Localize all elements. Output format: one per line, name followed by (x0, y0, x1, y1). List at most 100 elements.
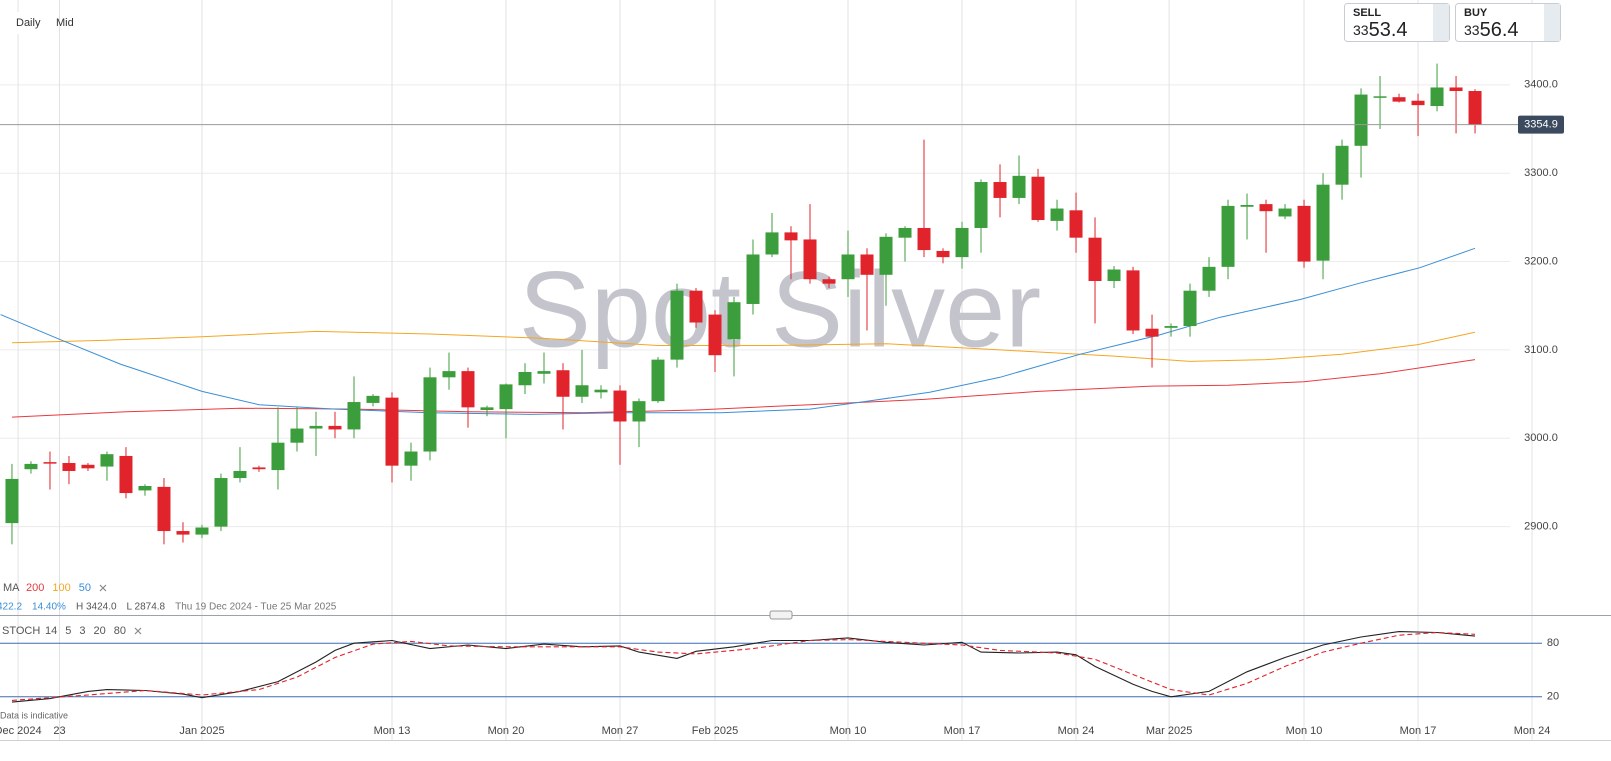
x-tick-label: Mon 24 (1058, 725, 1095, 737)
candle-body (233, 470, 247, 479)
candle-body (917, 227, 931, 251)
candle-body (119, 455, 133, 494)
candle-body (404, 451, 418, 466)
candle-body (1145, 328, 1159, 337)
candle-body (1392, 97, 1406, 102)
candle-body (1221, 205, 1235, 267)
candle-body (461, 371, 475, 408)
candle-body (1202, 266, 1216, 291)
candle-body (100, 454, 114, 467)
candle-body (537, 371, 551, 374)
candle-body (1050, 208, 1064, 221)
candle-body (43, 462, 57, 464)
buy-prefix: 33 (1464, 22, 1480, 38)
x-tick-label: Mon 17 (1400, 725, 1437, 737)
sell-price: 3353.4 (1353, 19, 1408, 41)
buy-price: 3356.4 (1464, 19, 1519, 41)
panel-resize-handle[interactable] (769, 610, 793, 620)
disclaimer: Data is indicative (0, 710, 68, 720)
candle-body (214, 478, 228, 527)
ma-legend-entry[interactable]: 50 (79, 582, 91, 594)
candle-body (632, 401, 646, 422)
candle-body (309, 425, 323, 429)
candle-body (252, 467, 266, 470)
candle-body (347, 402, 361, 430)
candle-body (1259, 204, 1273, 212)
watermark: Spot Silver (519, 249, 1041, 370)
y-tick-label: 3000.0 (1524, 432, 1558, 444)
candle-body (290, 428, 304, 443)
candle-body (1183, 290, 1197, 327)
x-tick-label: Mon 13 (374, 725, 411, 737)
sell-box[interactable]: SELL 3353.4 (1344, 3, 1450, 42)
x-tick-label: Mon 20 (488, 725, 525, 737)
candle-body (860, 254, 874, 275)
candle-body (765, 232, 779, 255)
ma-legend-entry[interactable]: 200 (26, 582, 44, 594)
price-type[interactable]: Mid (56, 17, 74, 29)
sell-main: 53.4 (1369, 19, 1408, 41)
candle-body (1126, 270, 1140, 331)
y-tick-label: 2900.0 (1524, 521, 1558, 533)
sell-prefix: 33 (1353, 22, 1369, 38)
candle-body (81, 464, 95, 469)
timeframe-button[interactable] (6, 12, 46, 34)
candle-body (1373, 96, 1387, 98)
buy-label: BUY (1464, 7, 1488, 19)
candle-body (879, 236, 893, 275)
x-tick-label: Mon 24 (1514, 725, 1551, 737)
stoch-title: STOCH (2, 625, 40, 637)
buy-button[interactable] (1455, 3, 1561, 42)
x-tick-label: Jan 2025 (179, 725, 224, 737)
moving-average-line (0, 247, 1476, 415)
candle-body (898, 227, 912, 238)
stoch-param: 5 (65, 625, 71, 637)
candle-body (176, 531, 190, 535)
sell-label: SELL (1353, 7, 1381, 19)
close-icon[interactable] (134, 627, 142, 635)
ma-legend-entry[interactable]: 100 (52, 582, 70, 594)
stat-text: 14.40% (32, 602, 66, 613)
candle-body (480, 407, 494, 410)
x-tick-label: Mar 2025 (1146, 725, 1192, 737)
candle-body (556, 370, 570, 397)
candle-body (423, 377, 437, 452)
stoch-param: 80 (114, 625, 126, 637)
candle-body (518, 372, 532, 386)
candle-body (803, 239, 817, 280)
candle-body (1278, 208, 1292, 217)
last-price-label: 3354.9 (1524, 119, 1558, 131)
buy-box[interactable]: BUY 3356.4 (1455, 3, 1561, 42)
stat-text: L 2874.8 (127, 602, 166, 613)
candle-body (651, 359, 665, 402)
candle-body (366, 395, 380, 403)
candle-body (841, 254, 855, 280)
stat-text: 422.2 (0, 602, 22, 613)
candle-body (746, 254, 760, 304)
candle-body (936, 250, 950, 258)
candle-body (613, 390, 627, 422)
sell-button[interactable] (1344, 3, 1450, 42)
stoch-param: 14 (45, 625, 57, 637)
last-price-tag (1518, 115, 1564, 134)
candle-body (689, 290, 703, 323)
close-icon[interactable] (99, 584, 107, 592)
candle-body (442, 371, 456, 378)
candle-body (708, 314, 722, 356)
candle-body (328, 425, 342, 430)
timeframe[interactable]: Daily (16, 17, 41, 29)
candle-body (1069, 210, 1083, 238)
candle-body (1335, 145, 1349, 185)
y-tick-label: 3100.0 (1524, 344, 1558, 356)
x-tick-label: 23 (53, 725, 65, 737)
candle-body (1316, 184, 1330, 261)
candle-body (727, 302, 741, 340)
candle-body (974, 182, 988, 228)
candle-body (1354, 94, 1368, 146)
buy-button-side (1544, 4, 1560, 41)
candle-body (575, 385, 589, 397)
stat-text: Thu 19 Dec 2024 - Tue 25 Mar 2025 (175, 602, 337, 613)
x-tick-label: Mon 10 (830, 725, 867, 737)
buy-main: 56.4 (1480, 19, 1519, 41)
